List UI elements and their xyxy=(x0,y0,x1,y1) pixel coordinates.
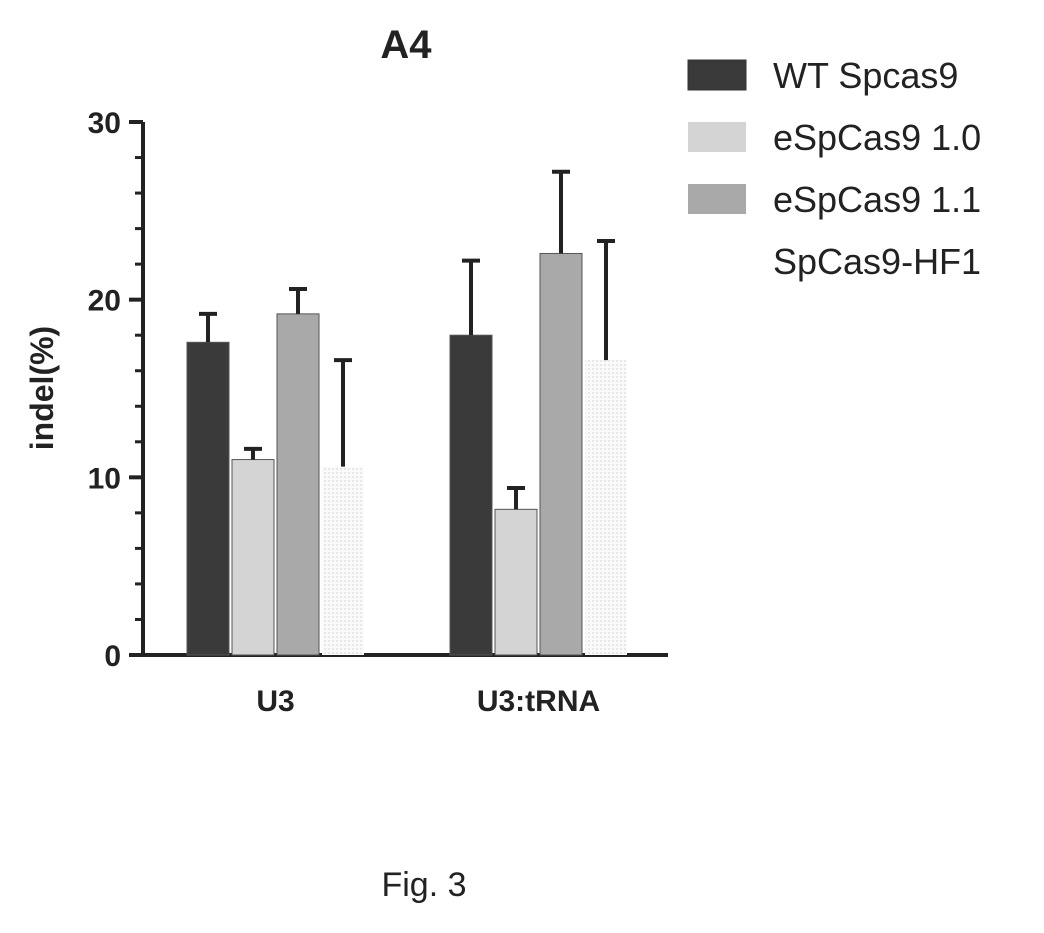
legend-label: SpCas9-HF1 xyxy=(773,241,981,282)
y-tick-label: 0 xyxy=(104,640,121,673)
bar xyxy=(539,252,583,656)
bars xyxy=(186,252,627,656)
y-tick-label: 10 xyxy=(88,462,121,495)
bar xyxy=(231,459,275,656)
legend: WT Spcas9 eSpCas9 1.0 eSpCas9 1.1 SpCas9-HF… xyxy=(687,55,981,282)
x-category-label: U3 xyxy=(256,685,294,718)
legend-label: eSpCas9 1.0 xyxy=(773,117,981,158)
bar xyxy=(585,360,627,655)
x-category-label: U3:tRNA xyxy=(477,685,600,718)
error-bars xyxy=(199,169,615,510)
legend-label: eSpCas9 1.1 xyxy=(773,179,981,220)
bar xyxy=(322,466,364,655)
bar xyxy=(494,508,538,656)
y-axis-label: indel(%) xyxy=(24,326,60,450)
legend-swatch xyxy=(688,122,746,152)
x-categories: U3 U3:tRNA xyxy=(256,685,600,718)
legend-swatch xyxy=(687,59,747,91)
bar xyxy=(276,313,320,656)
legend-label: WT Spcas9 xyxy=(773,55,958,96)
chart-title: A4 xyxy=(380,23,432,67)
figure-caption: Fig. 3 xyxy=(381,866,467,904)
y-tick-label: 20 xyxy=(88,285,121,318)
y-ticks: 0 10 20 30 xyxy=(88,107,143,673)
y-tick-label: 30 xyxy=(88,107,121,140)
bar xyxy=(186,341,230,656)
legend-swatch xyxy=(688,184,746,214)
bar xyxy=(449,334,493,656)
